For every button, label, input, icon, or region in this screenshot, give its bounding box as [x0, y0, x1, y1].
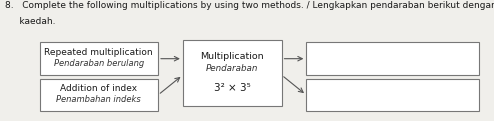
Bar: [40, 42, 158, 75]
Bar: [183, 40, 282, 106]
Text: 8.   Complete the following multiplications by using two methods. / Lengkapkan p: 8. Complete the following multiplication…: [5, 1, 494, 10]
Text: Pendaraban berulang: Pendaraban berulang: [54, 59, 144, 68]
Bar: [306, 42, 479, 75]
Text: Pendaraban: Pendaraban: [206, 64, 258, 73]
Text: Penambahan indeks: Penambahan indeks: [56, 95, 141, 104]
Text: 3² × 3⁵: 3² × 3⁵: [214, 83, 250, 93]
Bar: [306, 79, 479, 111]
Text: Multiplication: Multiplication: [201, 52, 264, 61]
Text: kaedah.: kaedah.: [5, 17, 55, 26]
Bar: [40, 79, 158, 111]
Text: Repeated multiplication: Repeated multiplication: [44, 48, 153, 57]
Text: Addition of index: Addition of index: [60, 84, 137, 93]
